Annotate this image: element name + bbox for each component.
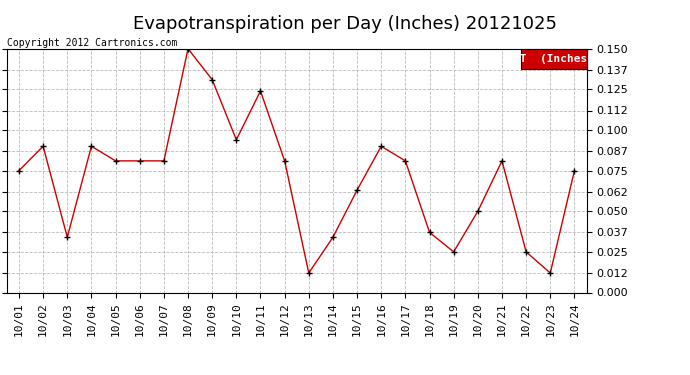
- Text: Evapotranspiration per Day (Inches) 20121025: Evapotranspiration per Day (Inches) 2012…: [133, 15, 557, 33]
- Text: ET  (Inches): ET (Inches): [513, 54, 594, 64]
- Text: Copyright 2012 Cartronics.com: Copyright 2012 Cartronics.com: [7, 38, 177, 48]
